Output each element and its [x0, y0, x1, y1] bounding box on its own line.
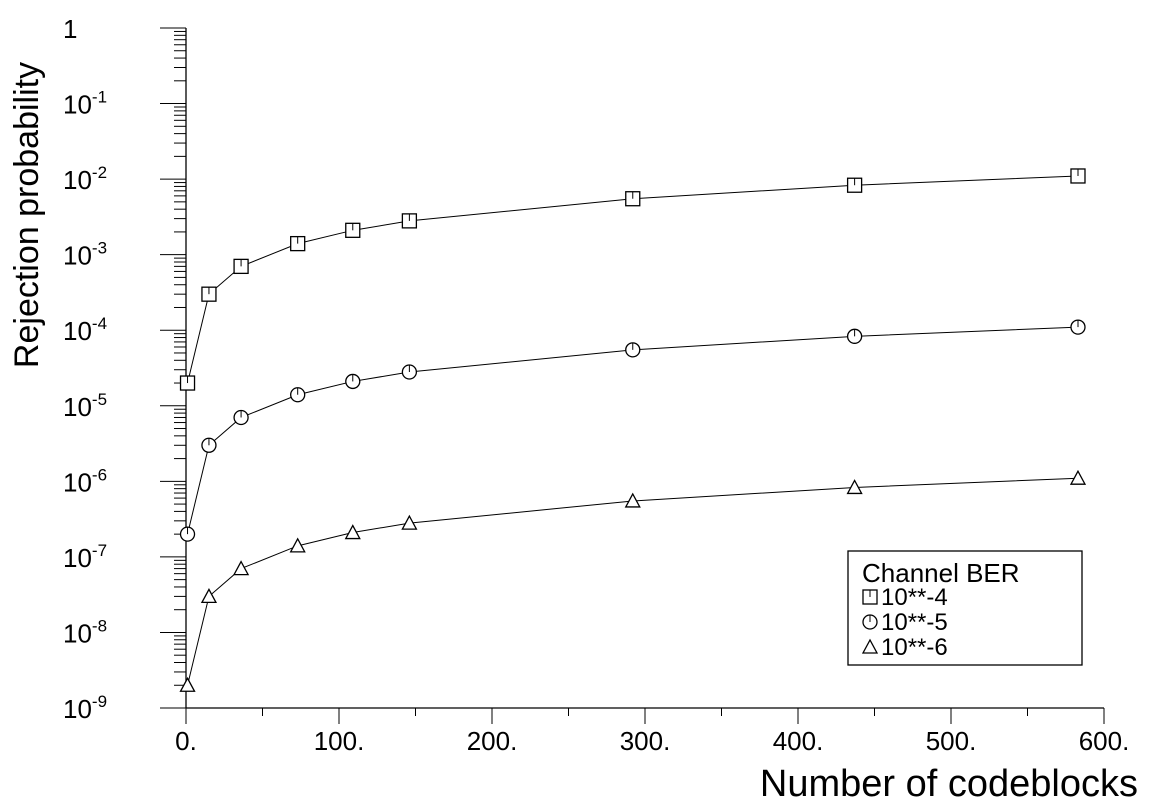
triangle-marker — [624, 492, 641, 508]
y-tick-label: 10-4 — [63, 314, 107, 346]
triangle-marker — [289, 537, 306, 553]
legend: Channel BER 10**-410**-510**-6 — [847, 550, 1083, 666]
series-layer — [179, 168, 1087, 692]
legend-item-label: 10**-4 — [881, 584, 948, 611]
y-tick-label: 10-2 — [63, 163, 107, 195]
series-triangle — [179, 469, 1087, 692]
legend-item-label: 10**-6 — [881, 634, 948, 661]
y-tick-label: 10-6 — [63, 465, 107, 497]
y-tick-label: 10-9 — [63, 692, 107, 724]
triangle-marker — [344, 524, 361, 540]
legend-items: 10**-410**-510**-6 — [861, 584, 948, 661]
legend-item: 10**-4 — [862, 584, 948, 611]
legend-title: Channel BER — [862, 558, 1020, 588]
x-tick-label: 600. — [1079, 726, 1130, 756]
triangle-marker — [179, 676, 196, 692]
legend-item-label: 10**-5 — [881, 609, 948, 636]
x-tick-label: 200. — [467, 726, 518, 756]
legend-item: 10**-5 — [862, 609, 948, 636]
triangle-marker — [200, 588, 218, 604]
x-ticks: 0. 100. 200. 300. 400. 500. 600. — [175, 708, 1129, 756]
x-tick-label: 300. — [620, 726, 671, 756]
y-tick-label: 10-8 — [63, 616, 107, 648]
y-ticks: 10-9 10-8 10-7 10-6 10-5 10-4 10-3 10-2 10-1 1 — [63, 14, 186, 724]
y-axis-label: Rejection probability — [8, 62, 46, 368]
legend-triangle-icon — [861, 638, 879, 654]
x-tick-label: 400. — [773, 726, 824, 756]
x-axis-label: Number of codeblocks — [760, 763, 1138, 805]
triangle-marker — [232, 560, 250, 576]
y-tick-label: 10-5 — [63, 390, 107, 422]
y-tick-label: 10-3 — [63, 239, 107, 271]
triangle-marker — [1069, 469, 1087, 485]
x-tick-label: 500. — [926, 726, 977, 756]
legend-item: 10**-6 — [861, 634, 948, 661]
y-tick-label: 10-7 — [63, 541, 107, 573]
triangle-marker — [846, 479, 863, 495]
y-tick-label: 10-1 — [63, 88, 107, 120]
y-tick-label: 1 — [63, 14, 77, 44]
series-square — [179, 168, 1086, 391]
series-circle — [179, 319, 1086, 542]
x-tick-label: 100. — [314, 726, 365, 756]
x-tick-label: 0. — [175, 726, 197, 756]
legend-box — [847, 550, 1083, 666]
triangle-marker — [401, 514, 418, 530]
